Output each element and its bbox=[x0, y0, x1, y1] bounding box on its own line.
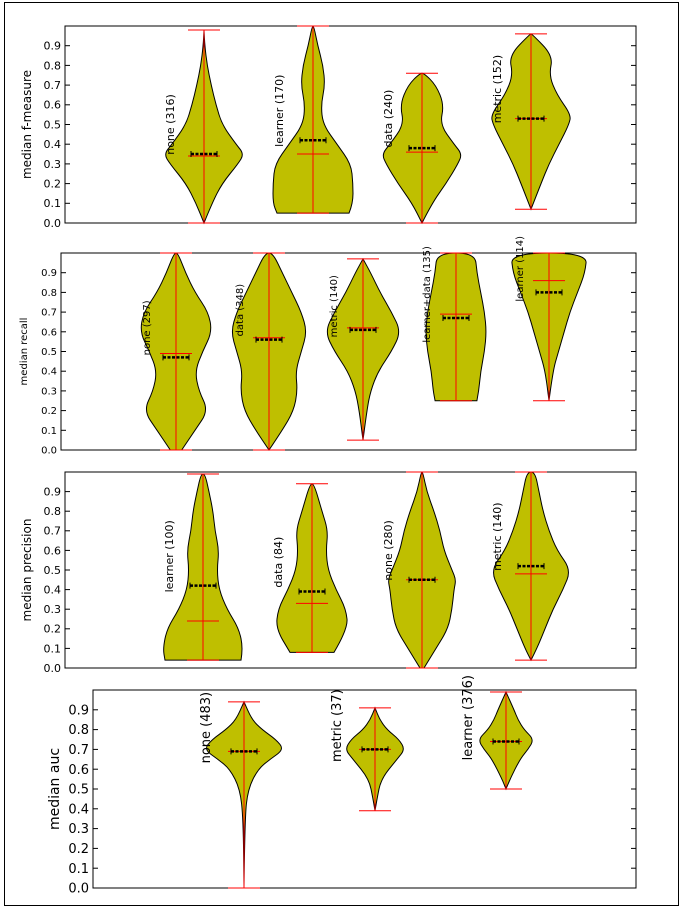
ytick-label: 0.8 bbox=[41, 288, 57, 299]
ytick-label: 0.9 bbox=[41, 268, 57, 279]
ytick-label: 0.9 bbox=[44, 40, 62, 53]
ytick-label: 0.6 bbox=[44, 544, 62, 557]
group-label: metric (37) bbox=[330, 689, 345, 762]
ytick-label: 0.1 bbox=[44, 642, 62, 655]
panel-1: 0.0 0.1 0.2 0.3 0.4 0.5 0.6 0.7 0.8 0.9 median f-m… bbox=[20, 25, 637, 230]
ytick-label: 0.3 bbox=[44, 603, 62, 616]
ytick-label: 0.6 bbox=[41, 327, 57, 338]
ytick-label: 0.1 bbox=[44, 197, 62, 210]
ytick-label: 0.3 bbox=[44, 158, 62, 171]
y-axis-label: median recall bbox=[19, 318, 30, 386]
ytick-label: 0.8 bbox=[44, 505, 62, 518]
group-label: learner (376) bbox=[461, 675, 476, 760]
group-label: none (316) bbox=[164, 94, 177, 155]
ytick-label: 0.3 bbox=[68, 822, 89, 837]
ytick-label: 0.8 bbox=[44, 59, 62, 72]
ytick-label: 0.7 bbox=[44, 79, 62, 92]
ytick-label: 0.5 bbox=[44, 118, 62, 131]
ytick-label: 0.7 bbox=[41, 308, 57, 319]
panel-2: 0.0 0.1 0.2 0.3 0.4 0.5 0.6 0.7 0.8 0.9 median rec… bbox=[19, 236, 637, 457]
plot-area bbox=[92, 689, 637, 889]
ytick-label: 0.0 bbox=[41, 446, 57, 457]
ytick-label: 0.3 bbox=[41, 386, 57, 397]
ytick-label: 0.9 bbox=[68, 703, 89, 718]
group-label: learner+data (135) bbox=[422, 246, 433, 343]
ytick-label: 0.5 bbox=[68, 783, 89, 798]
ytick-label: 0.0 bbox=[44, 217, 62, 230]
ytick-label: 0.7 bbox=[68, 743, 89, 758]
group-label: learner (100) bbox=[163, 520, 176, 592]
ytick-label: 0.2 bbox=[44, 623, 62, 636]
ytick-label: 0.6 bbox=[44, 99, 62, 112]
ytick-label: 0.2 bbox=[44, 177, 62, 190]
y-axis-label: median f-measure bbox=[20, 70, 34, 179]
group-label: learner (114) bbox=[515, 236, 526, 302]
ytick-label: 0.4 bbox=[41, 367, 57, 378]
group-label: metric (152) bbox=[491, 55, 504, 124]
ytick-label: 0.2 bbox=[41, 406, 57, 417]
ytick-label: 0.0 bbox=[44, 662, 62, 675]
ytick-label: 0.4 bbox=[68, 802, 89, 817]
group-label: data (84) bbox=[272, 537, 285, 588]
group-label: learner (170) bbox=[273, 75, 286, 147]
group-label: none (483) bbox=[199, 692, 214, 764]
figure-frame bbox=[4, 2, 679, 906]
group-label: metric (140) bbox=[491, 502, 504, 571]
ytick-label: 0.2 bbox=[68, 842, 89, 857]
ytick-label: 0.4 bbox=[44, 138, 62, 151]
ytick-label: 0.7 bbox=[44, 525, 62, 538]
group-label: none (280) bbox=[382, 520, 395, 581]
y-axis-label: median precision bbox=[20, 519, 34, 622]
ytick-label: 0.4 bbox=[44, 583, 62, 596]
group-label: data (348) bbox=[235, 284, 246, 337]
ytick-label: 0.5 bbox=[44, 564, 62, 577]
ytick-label: 0.0 bbox=[68, 882, 89, 897]
ytick-label: 0.5 bbox=[41, 347, 57, 358]
ytick-label: 0.1 bbox=[68, 862, 89, 877]
ytick-label: 0.6 bbox=[68, 763, 89, 778]
group-label: metric (140) bbox=[329, 275, 340, 337]
panel-3: 0.0 0.1 0.2 0.3 0.4 0.5 0.6 0.7 0.8 0.9 median pre… bbox=[20, 471, 637, 675]
group-label: data (240) bbox=[382, 90, 395, 148]
ytick-label: 0.9 bbox=[44, 485, 62, 498]
group-label: none (297) bbox=[142, 300, 153, 355]
ytick-label: 0.1 bbox=[41, 426, 57, 437]
ytick-label: 0.8 bbox=[68, 723, 89, 738]
y-axis-label: median auc bbox=[47, 748, 63, 830]
panel-4: 0.0 0.1 0.2 0.3 0.4 0.5 0.6 0.7 0.8 0.9 median auc… bbox=[47, 675, 637, 897]
